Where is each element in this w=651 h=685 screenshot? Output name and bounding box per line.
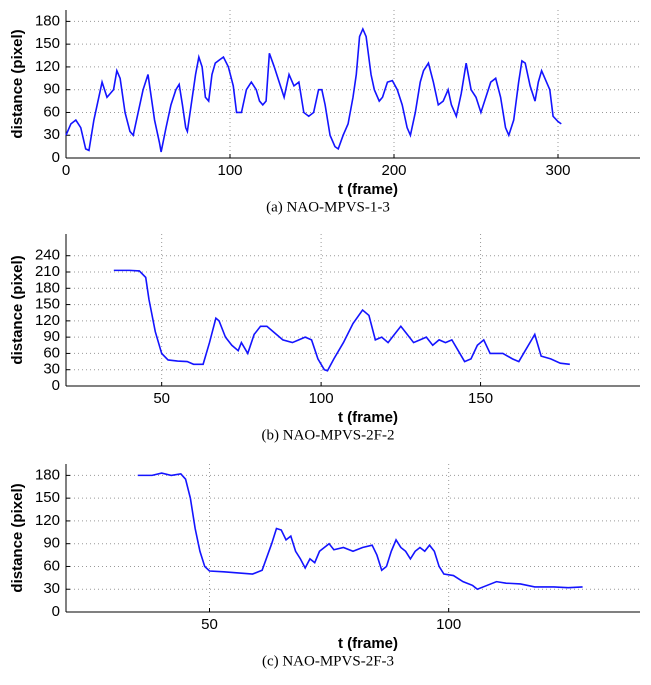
y-tick-label: 60 [43,557,60,574]
y-tick-label: 120 [35,512,60,529]
y-tick-label: 150 [35,35,60,52]
y-tick-label: 150 [35,489,60,506]
y-axis-label: distance (pixel) [9,483,26,592]
caption: (a) NAO-MPVS-1-3 [266,199,390,215]
caption: (c) NAO-MPVS-2F-3 [262,653,394,669]
x-axis-label: t (frame) [338,181,398,198]
y-tick-label: 0 [52,149,60,166]
x-tick-label: 150 [468,390,493,407]
x-tick-label: 100 [309,390,334,407]
data-line [65,26,562,153]
y-tick-label: 120 [35,312,60,329]
y-axis-label: distance (pixel) [9,255,26,364]
y-tick-label: 90 [43,81,60,98]
y-axis-label: distance (pixel) [9,29,26,138]
y-tick-label: 30 [43,361,60,378]
y-tick-label: 60 [43,344,60,361]
y-tick-label: 180 [35,12,60,29]
y-tick-label: 240 [35,247,60,264]
y-tick-label: 30 [43,580,60,597]
caption: (b) NAO-MPVS-2F-2 [262,427,395,443]
y-tick-label: 210 [35,263,60,280]
x-tick-label: 100 [217,162,242,179]
y-tick-label: 90 [43,328,60,345]
x-axis-label: t (frame) [338,635,398,652]
x-tick-label: 300 [545,162,570,179]
y-tick-label: 0 [52,603,60,620]
y-tick-label: 60 [43,103,60,120]
x-tick-label: 100 [436,616,461,633]
x-axis-label: t (frame) [338,409,398,426]
x-tick-label: 200 [381,162,406,179]
y-tick-label: 180 [35,466,60,483]
y-tick-label: 0 [52,377,60,394]
data-line [137,472,583,591]
y-tick-label: 30 [43,126,60,143]
x-tick-label: 0 [62,162,70,179]
y-tick-label: 150 [35,296,60,313]
x-tick-label: 50 [153,390,170,407]
y-tick-label: 90 [43,535,60,552]
y-tick-label: 120 [35,58,60,75]
y-tick-label: 180 [35,279,60,296]
data-line [113,269,570,372]
x-tick-label: 50 [201,616,218,633]
